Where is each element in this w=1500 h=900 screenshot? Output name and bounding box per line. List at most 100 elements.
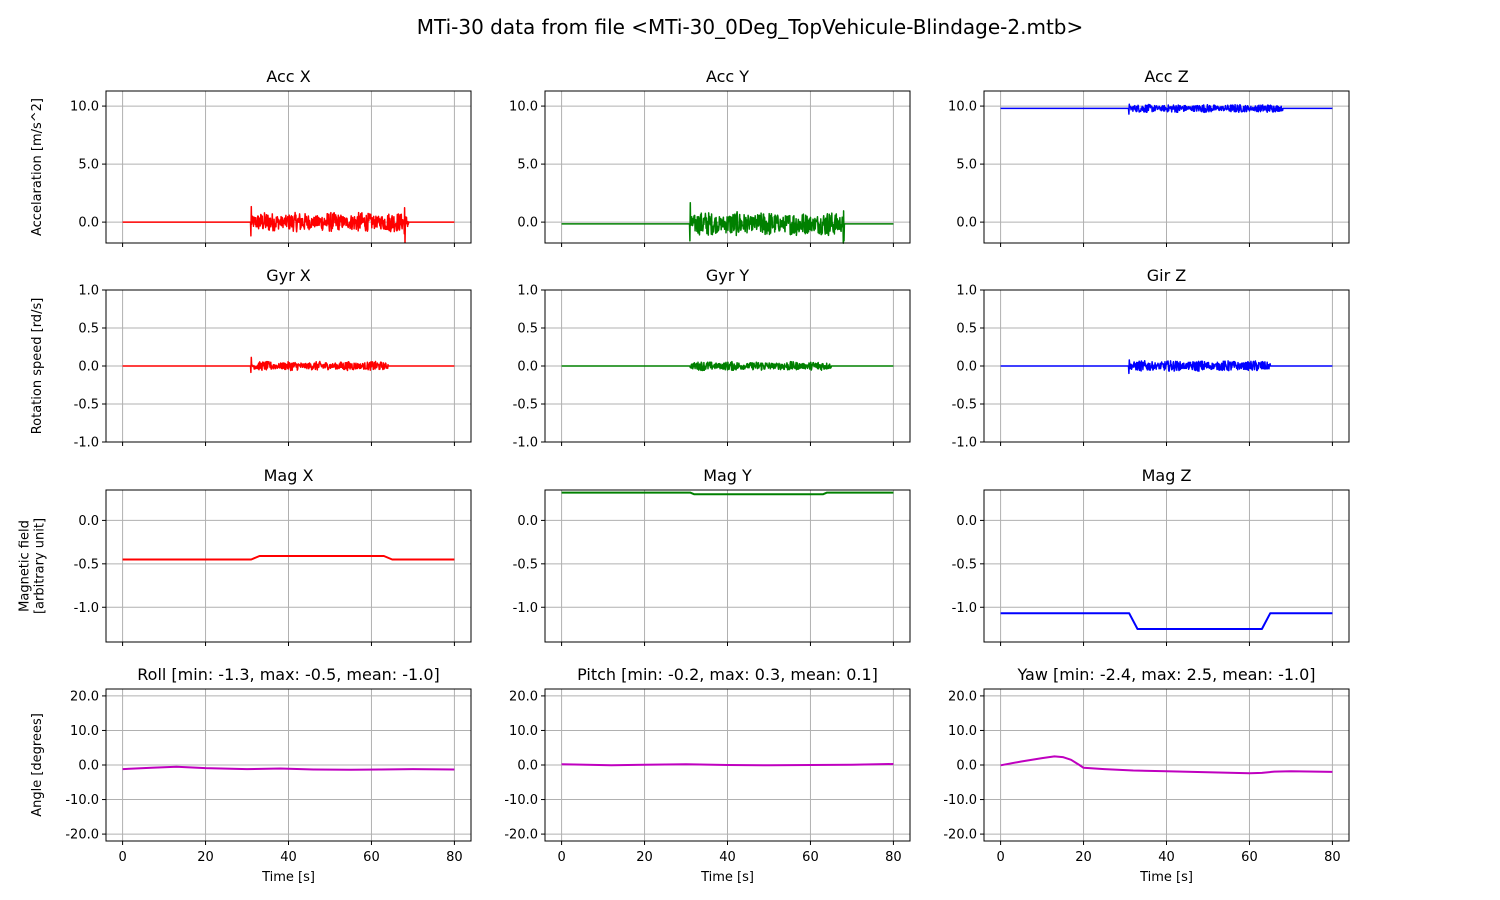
y-tick-label: 5.0	[517, 158, 538, 173]
subplot-title: Acc X	[266, 67, 310, 86]
data-line	[561, 360, 894, 372]
subplot-title: Mag X	[264, 466, 314, 485]
y-tick-label: 1.0	[956, 284, 977, 299]
x-tick-label: 20	[197, 850, 214, 865]
y-tick-label: 5.0	[78, 158, 99, 173]
axes-frame	[544, 289, 911, 443]
data-line	[1000, 359, 1333, 375]
y-tick-label: 0.0	[517, 360, 538, 375]
y-tick-label: -1.0	[74, 601, 99, 616]
y-tick-label: -20.0	[65, 828, 99, 843]
data-line	[561, 201, 894, 245]
y-tick-label: 10.0	[70, 100, 99, 115]
axes-frame	[105, 90, 472, 244]
x-tick-label: 20	[636, 850, 653, 865]
subplot-title: Yaw [min: -2.4, max: 2.5, mean: -1.0]	[1016, 665, 1315, 684]
x-tick-label: 80	[446, 850, 463, 865]
x-tick-label: 40	[1158, 850, 1175, 865]
subplot-title: Pitch [min: -0.2, max: 0.3, mean: 0.1]	[577, 665, 878, 684]
y-tick-label: 0.0	[956, 216, 977, 231]
subplot-title: Mag Y	[703, 466, 752, 485]
y-tick-label: -1.0	[513, 436, 538, 451]
y-tick-label: 10.0	[70, 724, 99, 739]
y-tick-label: 1.0	[517, 284, 538, 299]
x-tick-label: 80	[1324, 850, 1341, 865]
y-tick-label: -20.0	[943, 828, 977, 843]
x-tick-label: 0	[118, 850, 126, 865]
data-line	[122, 765, 455, 771]
axes-frame	[983, 90, 1350, 244]
y-axis-label: Rotation speed [rd/s]	[30, 298, 45, 435]
y-tick-label: 0.0	[78, 216, 99, 231]
y-tick-label: 0.5	[78, 322, 99, 337]
y-tick-label: -10.0	[504, 793, 538, 808]
subplot: 0.0 5.0 10.0 Acc Y	[509, 67, 911, 247]
data-line	[1000, 612, 1333, 630]
y-tick-label: -0.5	[952, 398, 977, 413]
axes-frame	[544, 90, 911, 244]
y-tick-label: -1.0	[513, 601, 538, 616]
x-tick-label: 20	[1075, 850, 1092, 865]
axes-frame	[105, 688, 472, 842]
data-line	[122, 205, 455, 244]
subplot: -20.0 -10.0 0.0 10.0 20.0 0 20 40 60 80 Time [s] Ya…	[943, 665, 1350, 885]
y-tick-label: 0.0	[517, 514, 538, 529]
axes-frame	[983, 489, 1350, 643]
axes-frame	[105, 489, 472, 643]
y-tick-label: -0.5	[74, 398, 99, 413]
subplot-title: Gyr Y	[706, 266, 750, 285]
y-tick-label: 10.0	[948, 724, 977, 739]
subplot: 0.0 5.0 10.0 Acc X Accelaration [m/s^2]	[30, 67, 472, 247]
y-axis-label-line: Accelaration [m/s^2]	[30, 98, 45, 236]
y-tick-label: -0.5	[952, 557, 977, 572]
y-tick-label: 0.0	[517, 759, 538, 774]
data-line	[122, 356, 455, 374]
data-line	[1000, 755, 1333, 775]
y-tick-label: 0.5	[517, 322, 538, 337]
subplot-grid: 0.0 5.0 10.0 Acc X Accelaration [m/s^2] 0.0 5.…	[18, 67, 1350, 885]
subplot-title: Acc Y	[706, 67, 749, 86]
y-tick-label: 0.0	[956, 360, 977, 375]
y-tick-label: 0.0	[78, 514, 99, 529]
subplot: -1.0 -0.5 0.0 Mag X Magnetic field[arbitrary…	[18, 466, 472, 646]
y-tick-label: -20.0	[504, 828, 538, 843]
y-tick-label: 0.0	[956, 759, 977, 774]
y-tick-label: -0.5	[513, 557, 538, 572]
y-tick-label: 0.0	[956, 514, 977, 529]
x-tick-label: 80	[885, 850, 902, 865]
x-axis-label: Time [s]	[261, 870, 315, 885]
y-tick-label: -1.0	[952, 601, 977, 616]
subplot: -20.0 -10.0 0.0 10.0 20.0 0 20 40 60 80 Time [s] Ro…	[30, 665, 472, 885]
y-tick-label: 20.0	[948, 689, 977, 704]
y-tick-label: -0.5	[513, 398, 538, 413]
data-line	[561, 763, 894, 767]
y-axis-label-line: Rotation speed [rd/s]	[30, 298, 45, 435]
y-tick-label: -0.5	[74, 557, 99, 572]
y-axis-label: Accelaration [m/s^2]	[30, 98, 45, 236]
axes-frame	[544, 688, 911, 842]
axes-frame	[544, 489, 911, 643]
y-tick-label: 0.0	[517, 216, 538, 231]
y-tick-label: 10.0	[509, 724, 538, 739]
y-axis-label-line: [arbitrary unit]	[33, 518, 48, 614]
subplot-title: Roll [min: -1.3, max: -0.5, mean: -1.0]	[137, 665, 439, 684]
axes-frame	[983, 688, 1350, 842]
y-axis-label: Magnetic field[arbitrary unit]	[18, 518, 48, 614]
x-tick-label: 0	[996, 850, 1004, 865]
subplot: -1.0 -0.5 0.0 0.5 1.0 Gyr Y	[513, 266, 911, 451]
x-tick-label: 60	[1241, 850, 1258, 865]
x-tick-label: 60	[363, 850, 380, 865]
subplot: -1.0 -0.5 0.0 Mag Y	[513, 466, 911, 646]
figure-title: MTi-30 data from file <MTi-30_0Deg_TopVe…	[417, 15, 1084, 39]
y-tick-label: 10.0	[509, 100, 538, 115]
y-tick-label: 0.5	[956, 322, 977, 337]
subplot-title: Gyr X	[266, 266, 311, 285]
axes-frame	[983, 289, 1350, 443]
subplot: -1.0 -0.5 0.0 0.5 1.0 Gyr X Rotation speed [rd…	[30, 266, 472, 451]
y-axis-label: Angle [degrees]	[30, 713, 45, 817]
x-tick-label: 0	[557, 850, 565, 865]
x-tick-label: 40	[719, 850, 736, 865]
y-tick-label: -1.0	[74, 436, 99, 451]
x-axis-label: Time [s]	[700, 870, 754, 885]
